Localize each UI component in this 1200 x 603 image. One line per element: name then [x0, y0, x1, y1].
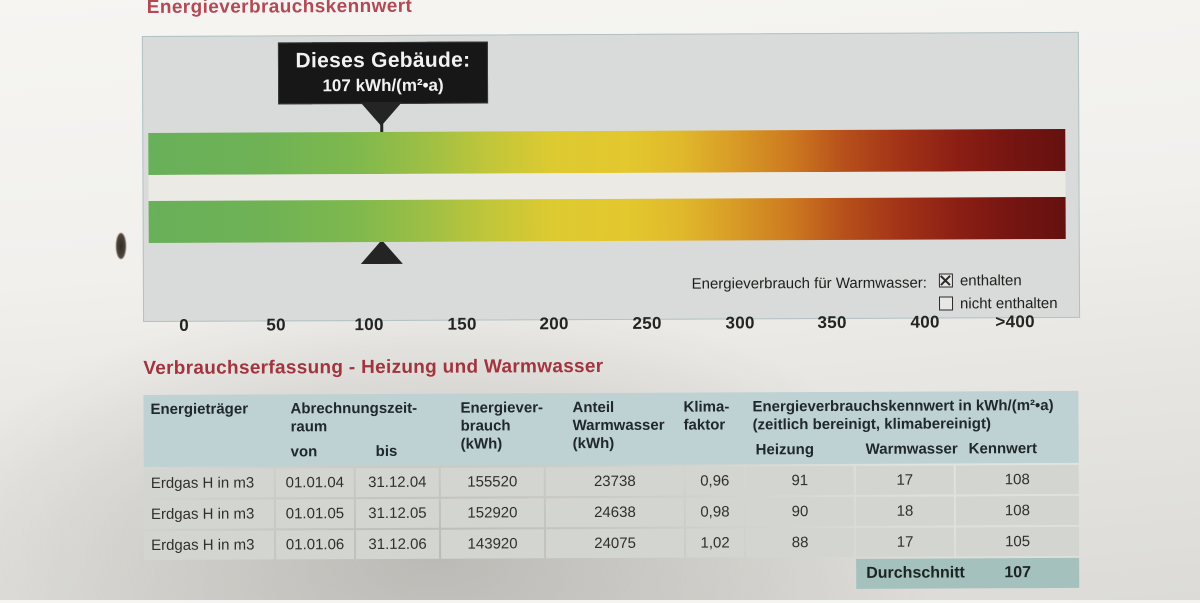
scale-tick: 50 [266, 315, 286, 335]
gauge-scale-strip: 0 50 100 150 200 250 300 350 400 >400 [148, 170, 1066, 335]
scale-tick: 350 [817, 312, 847, 333]
gauge-color-band-upper [148, 128, 1066, 175]
checkbox-checked-icon [938, 273, 953, 288]
binder-hole [116, 233, 126, 259]
page-title: Energieverbrauchskennwert [146, 0, 413, 18]
cell-bis: 31.12.06 [356, 529, 440, 560]
cell-kennwert: 108 [955, 464, 1079, 495]
cell-klimafaktor: 0,96 [685, 466, 744, 496]
cell-von: 01.01.06 [276, 530, 355, 560]
col-header-heizung: Heizung [755, 441, 815, 459]
warmwasser-question-label: Energieverbrauch für Warmwasser: [691, 274, 927, 293]
cell-heizung: 88 [745, 527, 855, 558]
scale-tick: 0 [179, 315, 190, 335]
cell-energietraeger: Erdgas H in m3 [144, 530, 275, 560]
col-header-warmwasser: Warmwasser [865, 440, 958, 458]
col-header-bis: bis [375, 442, 398, 460]
option-nicht-enthalten-label: nicht enthalten [959, 295, 1058, 313]
col-header-kennwert-group-sub: (zeitlich bereinigt, klimabereinigt) [752, 415, 991, 434]
durchschnitt-label: Durchschnitt [866, 564, 965, 582]
scale-tick: 250 [632, 313, 662, 333]
table-row: Erdgas H in m3 01.01.04 31.12.04 155520 … [143, 464, 1079, 498]
cell-energieverbrauch: 143920 [441, 529, 545, 559]
scale-tick: 400 [910, 312, 940, 332]
gauge-color-band-lower [148, 196, 1066, 243]
col-header-anteil-warmwasser: Anteil Warmwasser (kWh) [572, 398, 665, 453]
option-nicht-enthalten: nicht enthalten [938, 295, 1058, 313]
this-building-callout: Dieses Gebäude: 107 kWh/(m²•a) [277, 41, 489, 105]
scale-tick: 150 [447, 314, 477, 334]
cell-klimafaktor: 0,98 [685, 497, 744, 527]
col-header-kennwert-group: Energieverbrauchskennwert in kWh/(m²•a) [752, 397, 1054, 416]
col-header-kennwert: Kennwert [968, 440, 1038, 458]
cell-warmwasser: 17 [855, 465, 954, 495]
cell-anteil-warmwasser: 24075 [545, 528, 685, 559]
checkbox-unchecked-icon [938, 296, 954, 311]
this-building-value: 107 kWh/(m²•a) [322, 75, 444, 96]
cell-bis: 31.12.05 [355, 498, 439, 529]
cell-energietraeger: Erdgas H in m3 [143, 499, 274, 529]
cell-anteil-warmwasser: 24638 [545, 497, 684, 528]
scale-tick: 200 [539, 314, 569, 334]
cell-kennwert: 108 [955, 495, 1079, 526]
cell-heizung: 90 [745, 496, 854, 527]
durchschnitt-value: 107 [1004, 564, 1032, 582]
cell-energieverbrauch: 152920 [440, 498, 544, 528]
table-row: Erdgas H in m3 01.01.05 31.12.05 152920 … [143, 495, 1079, 529]
table-footer: Durchschnitt 107 [144, 557, 1080, 596]
table-row: Erdgas H in m3 01.01.06 31.12.06 143920 … [144, 526, 1080, 560]
col-header-energieverbrauch: Energiever- brauch (kWh) [460, 399, 544, 453]
durchschnitt-band: Durchschnitt 107 [856, 557, 1080, 589]
col-header-abrechnungszeitraum: Abrechnungszeit- raum [290, 399, 418, 436]
cell-energietraeger: Erdgas H in m3 [143, 468, 274, 498]
energy-gauge-panel: Dieses Gebäude: 107 kWh/(m²•a) 0 50 100 … [141, 31, 1081, 335]
table-header: Energieträger Abrechnungszeit- raum von … [143, 390, 1079, 467]
this-building-label: Dieses Gebäude: [295, 48, 471, 73]
cell-bis: 31.12.04 [355, 467, 439, 498]
col-header-klimafaktor: Klima- faktor [683, 398, 730, 434]
cell-kennwert: 105 [955, 526, 1080, 557]
marker-arrow-up-icon [360, 239, 403, 265]
cell-klimafaktor: 1,02 [685, 528, 745, 558]
cell-warmwasser: 17 [855, 527, 955, 557]
cell-energieverbrauch: 155520 [440, 467, 544, 497]
option-enthalten: enthalten [938, 272, 1022, 290]
col-header-von: von [290, 443, 318, 461]
consumption-table: Energieträger Abrechnungszeit- raum von … [143, 390, 1080, 596]
section-title-verbrauchserfassung: Verbrauchserfassung - Heizung und Warmwa… [143, 355, 604, 379]
scale-tick: >400 [995, 312, 1035, 332]
cell-heizung: 91 [745, 465, 854, 496]
cell-von: 01.01.04 [275, 468, 354, 498]
scale-tick: 300 [725, 313, 755, 333]
cell-anteil-warmwasser: 23738 [545, 466, 684, 497]
scale-tick: 100 [354, 314, 384, 335]
option-enthalten-label: enthalten [959, 272, 1022, 290]
col-header-energietraeger: Energieträger [150, 400, 249, 418]
cell-warmwasser: 18 [855, 496, 954, 526]
cell-von: 01.01.05 [275, 499, 354, 529]
